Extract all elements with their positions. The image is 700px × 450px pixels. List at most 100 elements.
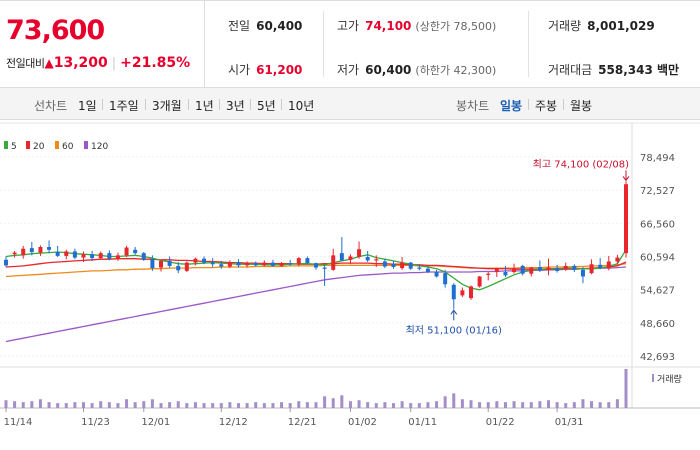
tab-line-3y[interactable]: 3년: [226, 99, 245, 113]
candle-body: [408, 262, 413, 269]
candle-body: [288, 263, 293, 265]
tab-candle-weekly[interactable]: 주봉: [535, 99, 558, 113]
legend-label: 5: [11, 142, 17, 152]
volume-bar: [615, 399, 619, 408]
x-tick-label: 12/21: [288, 417, 317, 428]
candle-body: [81, 254, 86, 258]
volume-bar: [538, 401, 542, 408]
x-tick-label: 12/12: [219, 417, 248, 428]
tab-line-5y[interactable]: 5년: [257, 99, 276, 113]
volume-bar: [297, 401, 301, 408]
candle-body: [296, 258, 301, 264]
candle-body: [624, 184, 628, 254]
volume-bar: [237, 403, 240, 408]
volume-bar: [521, 402, 525, 408]
volume-bar: [426, 402, 430, 408]
candle-body: [339, 253, 344, 261]
candle-body: [382, 261, 387, 267]
divider: [219, 99, 220, 110]
tab-line-10y[interactable]: 10년: [288, 99, 315, 113]
candle-body: [615, 257, 620, 262]
divider: [563, 99, 564, 110]
stat-label: 거래량: [548, 19, 582, 33]
candle-body: [202, 258, 207, 263]
tab-line-3m[interactable]: 3개월: [152, 99, 182, 113]
volume-bar: [572, 402, 576, 408]
stat-open: 시가 61,200: [228, 61, 302, 78]
volume-bar: [348, 401, 352, 408]
volume-bars: 거래량: [4, 369, 682, 408]
stat-low: 저가 60,400 (하한가 42,300): [337, 61, 496, 78]
candle-body: [270, 262, 275, 266]
candle-body: [38, 247, 43, 253]
volume-bar: [331, 398, 335, 408]
candle-series: [4, 181, 628, 310]
volume-bar: [176, 401, 180, 408]
volume-bar: [64, 403, 68, 408]
change-label: 전일대비: [6, 57, 45, 70]
volume-bar: [581, 399, 585, 408]
x-tick-label: 01/11: [408, 417, 437, 428]
y-tick-label: 72,527: [640, 186, 675, 197]
volume-bar: [305, 402, 309, 408]
volume-bar: [228, 402, 232, 408]
high-annotation: 최고 74,100 (02/08): [533, 158, 629, 170]
legend-label: 120: [91, 142, 108, 152]
volume-bar: [417, 403, 421, 408]
stat-amount: 거래대금 558,343 백만: [548, 61, 679, 78]
candle-body: [434, 272, 439, 277]
candle-body: [47, 247, 52, 250]
candle-body: [546, 267, 551, 271]
tab-line-1d[interactable]: 1일: [78, 99, 97, 113]
divider: [281, 99, 282, 110]
candle-body: [512, 268, 517, 273]
y-tick-label: 66,560: [640, 219, 675, 230]
candle-body: [365, 257, 370, 261]
tab-candle-monthly[interactable]: 월봉: [570, 99, 593, 113]
volume-bar: [21, 402, 25, 408]
candle-body: [322, 267, 327, 269]
candle-body: [357, 249, 362, 258]
candle-body: [391, 263, 396, 268]
candle-body: [141, 253, 146, 260]
candle-body: [29, 248, 34, 253]
candle-body: [460, 290, 465, 296]
candle-body: [331, 255, 336, 270]
divider: [102, 99, 103, 110]
volume-bar: [99, 401, 103, 408]
tab-candle-daily[interactable]: 일봉: [500, 99, 523, 113]
y-tick-label: 60,594: [640, 253, 675, 264]
low-annotation: 최저 51,100 (01/16): [406, 324, 502, 336]
tab-line-1y[interactable]: 1년: [195, 99, 214, 113]
volume-legend-label: 거래량: [657, 373, 682, 385]
volume-bar: [142, 401, 146, 408]
volume-bar: [529, 402, 533, 408]
volume-bar: [245, 403, 249, 408]
legend-label: 60: [62, 142, 74, 152]
volume-bar: [219, 403, 223, 408]
divider: [528, 99, 529, 110]
ma-legend: 5 20 60 120: [4, 141, 108, 152]
stat-label: 저가: [337, 63, 360, 77]
volume-bar: [478, 402, 482, 408]
volume-bar: [624, 369, 628, 408]
volume-bar: [262, 403, 266, 408]
candle-body: [107, 253, 112, 259]
volume-bar: [13, 401, 17, 408]
volume-bar: [460, 399, 464, 408]
volume-bar: [4, 400, 8, 408]
volume-bar: [38, 399, 42, 408]
stat-label: 전일: [228, 19, 251, 33]
change-row: 전일대비▲13,200 | +21.85%: [6, 55, 190, 71]
candle-body: [184, 262, 189, 271]
volume-bar: [168, 402, 172, 408]
stat-value: 60,400: [365, 63, 412, 77]
volume-bar: [383, 402, 387, 408]
stat-sub: (상한가 78,500): [415, 20, 497, 33]
candle-body: [98, 253, 103, 259]
volume-bar: [452, 393, 456, 408]
up-arrow-icon: [450, 309, 458, 315]
tab-line-1w[interactable]: 1주일: [109, 99, 139, 113]
candle-body: [55, 252, 60, 256]
price-block: 73,600 전일대비▲13,200 | +21.85%: [0, 1, 205, 87]
